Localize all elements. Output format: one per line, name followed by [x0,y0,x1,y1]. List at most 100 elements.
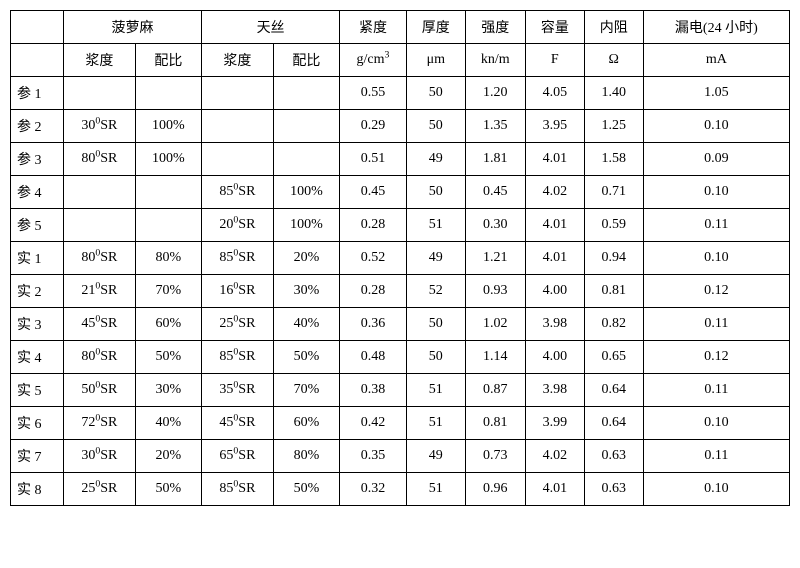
cell-tiansi-jiangdu: 850SR [202,176,274,209]
unit-jindu: g/cm3 [340,44,407,77]
table-row: 实 4800SR50%850SR50%0.48501.144.000.650.1… [11,341,790,374]
cell-qiangdu: 1.20 [465,77,525,110]
cell-loudian: 0.11 [643,374,789,407]
cell-rongliang: 4.01 [525,473,584,506]
cell-rongliang: 4.02 [525,440,584,473]
cell-tiansi-peibi: 20% [273,242,339,275]
cell-tiansi-jiangdu: 200SR [202,209,274,242]
cell-jindu: 0.28 [340,209,407,242]
cell-tiansi-peibi [273,77,339,110]
cell-neizu: 1.25 [584,110,643,143]
cell-jindu: 0.52 [340,242,407,275]
cell-loudian: 0.11 [643,440,789,473]
col-tiansi: 天丝 [202,11,340,44]
cell-tiansi-peibi: 50% [273,473,339,506]
cell-tiansi-peibi [273,143,339,176]
cell-houdu: 49 [406,143,465,176]
cell-tiansi-peibi: 60% [273,407,339,440]
cell-neizu: 0.94 [584,242,643,275]
cell-jindu: 0.55 [340,77,407,110]
cell-bolu-jiangdu: 450SR [64,308,136,341]
cell-loudian: 0.10 [643,473,789,506]
cell-bolu-peibi: 40% [135,407,201,440]
cell-neizu: 0.81 [584,275,643,308]
cell-bolu-peibi: 50% [135,473,201,506]
row-label: 实 1 [11,242,64,275]
cell-rongliang: 4.01 [525,209,584,242]
cell-tiansi-peibi: 70% [273,374,339,407]
cell-houdu: 50 [406,176,465,209]
table-row: 实 7300SR20%650SR80%0.35490.734.020.630.1… [11,440,790,473]
cell-qiangdu: 1.81 [465,143,525,176]
row-label: 实 7 [11,440,64,473]
cell-tiansi-jiangdu [202,110,274,143]
col-boluoma: 菠萝麻 [64,11,202,44]
col-houdu: 厚度 [406,11,465,44]
cell-neizu: 0.59 [584,209,643,242]
table-row: 参 2300SR100%0.29501.353.951.250.10 [11,110,790,143]
table-row: 参 3800SR100%0.51491.814.011.580.09 [11,143,790,176]
cell-houdu: 51 [406,473,465,506]
cell-bolu-peibi: 50% [135,341,201,374]
table-row: 参 10.55501.204.051.401.05 [11,77,790,110]
cell-neizu: 0.63 [584,473,643,506]
cell-bolu-peibi: 30% [135,374,201,407]
cell-tiansi-jiangdu: 160SR [202,275,274,308]
cell-tiansi-jiangdu: 850SR [202,341,274,374]
cell-houdu: 49 [406,242,465,275]
cell-rongliang: 4.00 [525,275,584,308]
cell-rongliang: 4.05 [525,77,584,110]
col-tiansi-peibi: 配比 [273,44,339,77]
cell-bolu-jiangdu: 800SR [64,242,136,275]
cell-neizu: 0.82 [584,308,643,341]
cell-neizu: 0.64 [584,407,643,440]
cell-bolu-peibi [135,77,201,110]
cell-tiansi-jiangdu [202,143,274,176]
cell-qiangdu: 0.45 [465,176,525,209]
cell-bolu-peibi [135,209,201,242]
cell-tiansi-jiangdu: 250SR [202,308,274,341]
cell-tiansi-jiangdu: 850SR [202,242,274,275]
cell-rongliang: 4.01 [525,242,584,275]
cell-bolu-jiangdu: 800SR [64,341,136,374]
col-tiansi-jiangdu: 浆度 [202,44,274,77]
cell-bolu-jiangdu: 500SR [64,374,136,407]
col-bolu-jiangdu: 浆度 [64,44,136,77]
cell-tiansi-peibi: 50% [273,341,339,374]
row-label: 参 4 [11,176,64,209]
cell-jindu: 0.51 [340,143,407,176]
cell-neizu: 1.58 [584,143,643,176]
cell-tiansi-jiangdu: 350SR [202,374,274,407]
cell-qiangdu: 0.81 [465,407,525,440]
row-label: 参 1 [11,77,64,110]
cell-neizu: 1.40 [584,77,643,110]
cell-tiansi-jiangdu: 850SR [202,473,274,506]
cell-houdu: 50 [406,110,465,143]
cell-houdu: 51 [406,209,465,242]
cell-jindu: 0.32 [340,473,407,506]
col-jindu: 紧度 [340,11,407,44]
row-label: 实 4 [11,341,64,374]
data-table: 菠萝麻 天丝 紧度 厚度 强度 容量 内阻 漏电(24 小时) 浆度 配比 浆度… [10,10,790,506]
cell-jindu: 0.29 [340,110,407,143]
cell-bolu-jiangdu [64,176,136,209]
row-label: 实 2 [11,275,64,308]
cell-bolu-jiangdu: 720SR [64,407,136,440]
unit-neizu: Ω [584,44,643,77]
row-label: 实 6 [11,407,64,440]
cell-jindu: 0.38 [340,374,407,407]
cell-rongliang: 4.00 [525,341,584,374]
corner-blank-2 [11,44,64,77]
cell-loudian: 0.11 [643,209,789,242]
col-neizu: 内阻 [584,11,643,44]
cell-rongliang: 3.98 [525,374,584,407]
cell-bolu-jiangdu [64,209,136,242]
table-row: 实 8250SR50%850SR50%0.32510.964.010.630.1… [11,473,790,506]
cell-bolu-jiangdu: 800SR [64,143,136,176]
cell-bolu-jiangdu: 300SR [64,110,136,143]
table-row: 实 1800SR80%850SR20%0.52491.214.010.940.1… [11,242,790,275]
header-row-1: 菠萝麻 天丝 紧度 厚度 强度 容量 内阻 漏电(24 小时) [11,11,790,44]
cell-tiansi-peibi: 100% [273,176,339,209]
cell-qiangdu: 0.96 [465,473,525,506]
row-label: 参 2 [11,110,64,143]
